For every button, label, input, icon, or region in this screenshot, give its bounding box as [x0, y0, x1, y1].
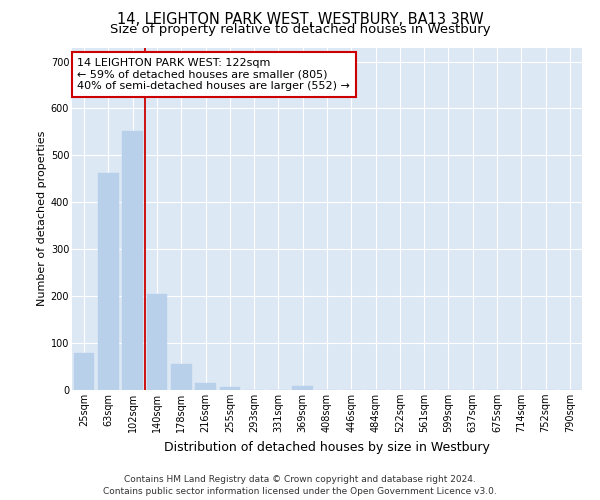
Bar [98, 173, 119, 390]
Bar [74, 354, 94, 390]
Bar [122, 132, 143, 390]
Bar [220, 386, 240, 390]
Bar [146, 294, 167, 390]
Text: Size of property relative to detached houses in Westbury: Size of property relative to detached ho… [110, 22, 490, 36]
Bar [292, 386, 313, 390]
Text: 14, LEIGHTON PARK WEST, WESTBURY, BA13 3RW: 14, LEIGHTON PARK WEST, WESTBURY, BA13 3… [116, 12, 484, 26]
Text: 14 LEIGHTON PARK WEST: 122sqm
← 59% of detached houses are smaller (805)
40% of : 14 LEIGHTON PARK WEST: 122sqm ← 59% of d… [77, 58, 350, 91]
Bar [195, 384, 216, 390]
Text: Contains HM Land Registry data © Crown copyright and database right 2024.
Contai: Contains HM Land Registry data © Crown c… [103, 474, 497, 496]
X-axis label: Distribution of detached houses by size in Westbury: Distribution of detached houses by size … [164, 440, 490, 454]
Bar [171, 364, 191, 390]
Y-axis label: Number of detached properties: Number of detached properties [37, 131, 47, 306]
